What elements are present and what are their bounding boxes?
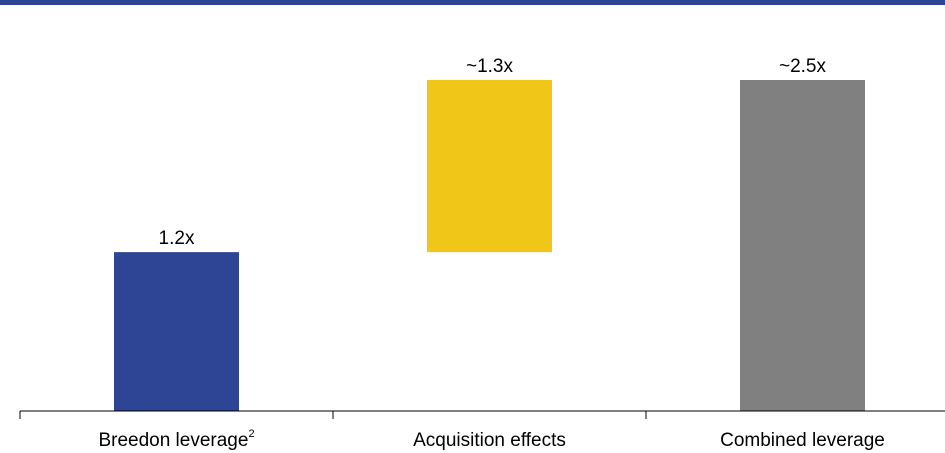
bars-layer <box>114 80 865 411</box>
category-label-text: Acquisition effects <box>413 430 566 451</box>
data-label-3: ~2.5x <box>779 56 827 77</box>
bar-1 <box>114 252 239 411</box>
bar-3 <box>740 80 865 411</box>
category-label-text: Breedon leverage <box>98 430 248 451</box>
x-axis <box>19 410 945 419</box>
data-label-1: 1.2x <box>159 228 195 249</box>
category-label-3: Combined leverage <box>720 430 885 451</box>
category-label-text: Combined leverage <box>720 430 885 451</box>
category-label-2: Acquisition effects <box>413 430 566 451</box>
data-labels-layer: 1.2x ~1.3x ~2.5x <box>159 56 827 249</box>
category-labels-layer: Breedon leverage2 Acquisition effects Comb… <box>98 428 884 451</box>
bar-2 <box>427 80 552 253</box>
footnote-superscript: 2 <box>248 428 254 440</box>
data-label-2: ~1.3x <box>466 56 514 77</box>
header-rule <box>0 0 945 5</box>
category-label-1: Breedon leverage2 <box>98 428 254 451</box>
